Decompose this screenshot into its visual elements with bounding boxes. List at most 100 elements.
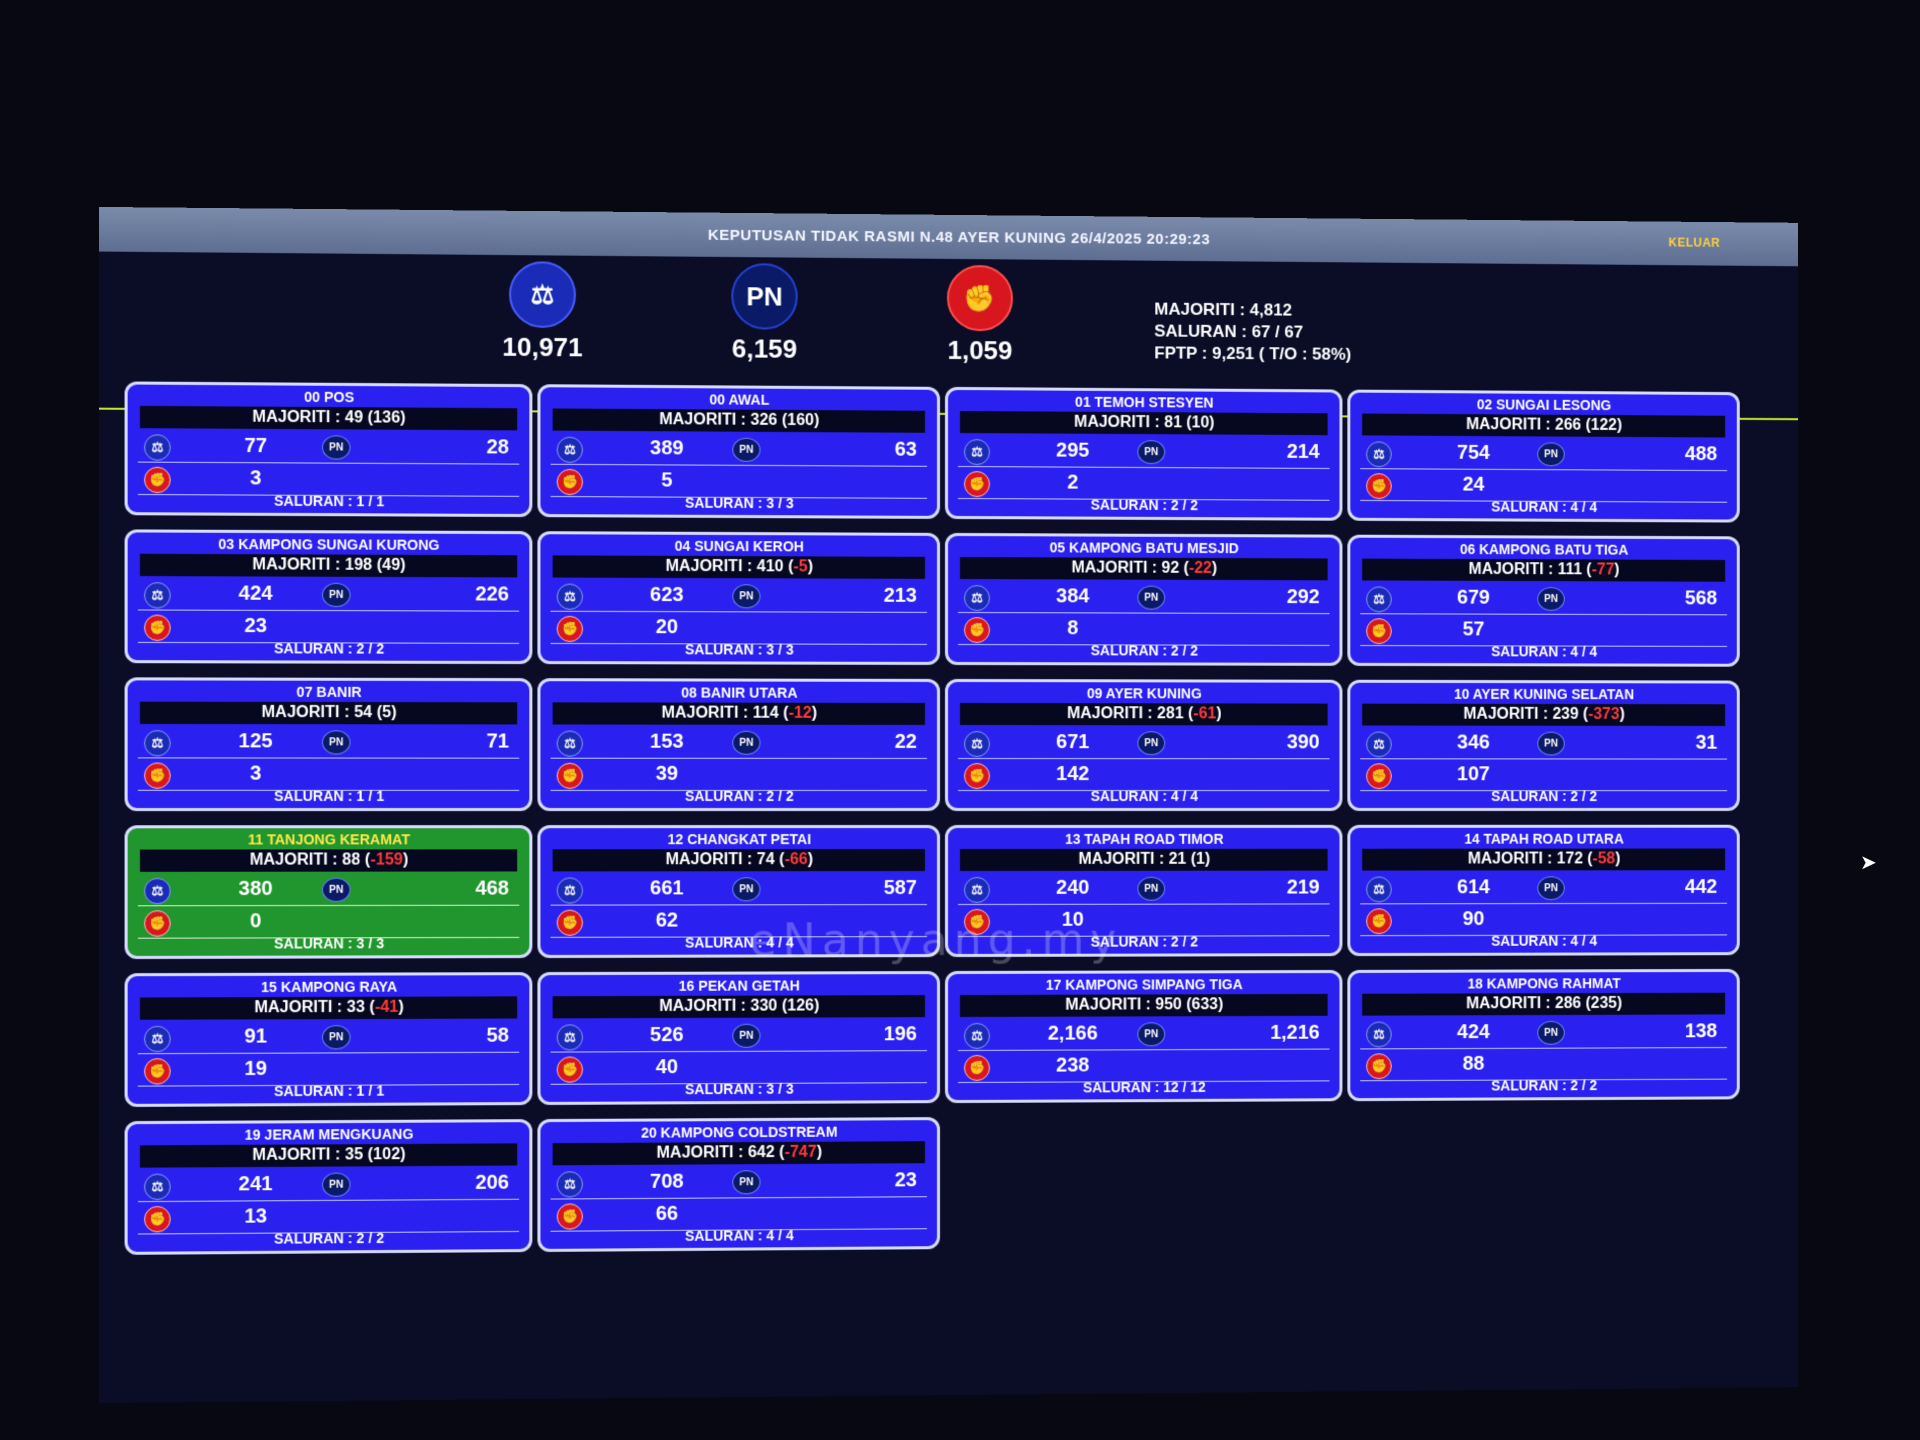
ph-votes: 526: [649, 1023, 684, 1047]
majority-close-paren: ): [816, 1143, 823, 1161]
station-card[interactable]: 04 SUNGAI KEROH MAJORITI : 410 (-5) ⚖ 623 PN…: [537, 531, 941, 665]
psm-votes: 142: [1056, 763, 1090, 786]
majority-change: 126: [787, 997, 815, 1015]
pn-icon: PN: [321, 1172, 351, 1197]
station-channels: SALURAN : 3 / 3: [273, 935, 385, 952]
pn-icon: PN: [1137, 876, 1166, 901]
station-channels: SALURAN : 2 / 2: [684, 787, 794, 804]
majority-change: -159: [370, 851, 403, 869]
majority-label: MAJORITI : 281 (: [1066, 705, 1194, 723]
majority-close-paren: ): [1211, 559, 1218, 577]
station-name: 18 KAMPONG RAHMAT: [1467, 975, 1621, 992]
fist-icon: ✊: [144, 1058, 171, 1085]
ph-votes: 424: [238, 582, 273, 605]
station-card[interactable]: 19 JERAM MENGKUANG MAJORITI : 35 (102) ⚖ 24…: [124, 1119, 533, 1255]
ph-pn-row: ⚖ 679 PN 568: [1360, 583, 1728, 616]
station-card[interactable]: 10 AYER KUNING SELATAN MAJORITI : 239 (-3…: [1347, 679, 1740, 811]
station-card[interactable]: 09 AYER KUNING MAJORITI : 281 (-61) ⚖ 671 PN…: [945, 678, 1343, 812]
majority-label: MAJORITI : 239 (: [1463, 705, 1589, 723]
pn-icon: PN: [1137, 1022, 1166, 1047]
station-majority: MAJORITI : 21 (1): [960, 848, 1328, 871]
station-card[interactable]: 14 TAPAH ROAD UTARA MAJORITI : 172 (-58) ⚖…: [1347, 824, 1740, 957]
station-channels: SALURAN : 4 / 4: [1491, 643, 1598, 660]
station-card[interactable]: 00 POS MAJORITI : 49 (136) ⚖ 77 PN 28 ✊ 3 SALURA…: [124, 381, 533, 518]
station-majority: MAJORITI : 81 (10): [960, 411, 1328, 436]
station-name: 00 POS: [304, 388, 355, 406]
fist-icon: ✊: [144, 466, 171, 494]
station-card[interactable]: 20 KAMPONG COLDSTREAM MAJORITI : 642 (-74…: [537, 1117, 941, 1252]
ph-votes: 679: [1457, 586, 1490, 609]
majority-close-paren: ): [400, 556, 406, 574]
ph-votes: 77: [244, 434, 268, 458]
psm-row: ✊ 142: [958, 759, 1330, 792]
station-majority: MAJORITI : 198 (49): [139, 553, 518, 578]
exit-button[interactable]: KELUAR: [1668, 235, 1721, 250]
majority-close-paren: ): [807, 558, 814, 576]
station-card[interactable]: 05 KAMPONG BATU MESJID MAJORITI : 92 (-22…: [945, 532, 1343, 666]
pn-icon: PN: [1537, 876, 1565, 901]
pn-votes: 206: [475, 1171, 510, 1194]
ph-votes: 295: [1056, 439, 1090, 462]
station-majority: MAJORITI : 92 (-22): [960, 557, 1328, 581]
pn-icon: PN: [321, 1025, 351, 1050]
ph-votes: 661: [649, 877, 684, 900]
watermark-text: eNanyang.my: [749, 914, 1123, 967]
fist-icon: ✊: [556, 615, 583, 643]
station-majority: MAJORITI : 326 (160): [552, 408, 926, 433]
pn-votes: 214: [1286, 440, 1320, 463]
ph-pn-row: ⚖ 2,166 PN 1,216: [958, 1018, 1330, 1052]
scales-icon: ⚖: [556, 436, 583, 463]
scales-icon: ⚖: [1366, 731, 1392, 758]
station-channels: SALURAN : 2 / 2: [273, 1229, 385, 1247]
station-name: 12 CHANGKAT PETAI: [667, 831, 812, 848]
station-majority: MAJORITI : 35 (102): [139, 1143, 518, 1168]
station-card[interactable]: 06 KAMPONG BATU TIGA MAJORITI : 111 (-77)…: [1347, 534, 1740, 667]
scales-icon: ⚖: [144, 1173, 171, 1201]
pn-icon: PN: [1537, 731, 1565, 756]
psm-votes: 23: [244, 614, 268, 638]
station-card[interactable]: 07 BANIR MAJORITI : 54 (5) ⚖ 125 PN 71 ✊ 3 SALUR…: [124, 677, 533, 812]
majority-close-paren: ): [398, 998, 404, 1016]
ph-votes: 2,166: [1047, 1022, 1098, 1045]
station-card[interactable]: 02 SUNGAI LESONG MAJORITI : 266 (122) ⚖ 754…: [1347, 389, 1740, 523]
scales-icon: ⚖: [144, 1025, 171, 1053]
fist-icon: ✊: [1366, 1053, 1392, 1080]
station-channels: SALURAN : 2 / 2: [273, 640, 385, 657]
ph-votes: 614: [1457, 876, 1490, 899]
pn-votes: 390: [1286, 731, 1320, 754]
fist-icon: ✊: [144, 1205, 171, 1233]
station-channels: SALURAN : 1 / 1: [273, 787, 385, 804]
station-channels: SALURAN : 4 / 4: [1491, 498, 1598, 515]
fist-icon: ✊: [963, 763, 990, 790]
station-majority: MAJORITI : 114 (-12): [552, 702, 926, 725]
station-majority: MAJORITI : 33 (-41): [139, 996, 518, 1020]
station-card[interactable]: 03 KAMPONG SUNGAI KURONG MAJORITI : 198 (…: [124, 529, 533, 665]
mouse-cursor-icon: ➤: [1860, 852, 1877, 874]
psm-votes: 24: [1462, 473, 1485, 496]
station-card[interactable]: 18 KAMPONG RAHMAT MAJORITI : 286 (235) ⚖ 42…: [1347, 968, 1740, 1102]
station-card[interactable]: 01 TEMOH STESYEN MAJORITI : 81 (10) ⚖ 295 PN…: [945, 386, 1343, 521]
ph-votes: 754: [1457, 441, 1490, 464]
majority-change: -66: [784, 851, 808, 869]
station-card[interactable]: 15 KAMPONG RAYA MAJORITI : 33 (-41) ⚖ 91 PN 5…: [124, 972, 533, 1107]
station-card[interactable]: 11 TANJONG KERAMAT MAJORITI : 88 (-159) ⚖ 3…: [124, 825, 533, 960]
station-name: 16 PEKAN GETAH: [678, 977, 800, 994]
majority-label: MAJORITI : 74 (: [665, 851, 785, 869]
station-card[interactable]: 16 PEKAN GETAH MAJORITI : 330 (126) ⚖ 526 PN…: [537, 971, 941, 1105]
ph-pn-row: ⚖ 623 PN 213: [550, 580, 928, 613]
pn-votes: 1,216: [1270, 1021, 1320, 1044]
scales-icon: ⚖: [556, 730, 583, 757]
scales-icon: ⚖: [1366, 441, 1392, 468]
station-card[interactable]: 00 AWAL MAJORITI : 326 (160) ⚖ 389 PN 63 ✊ 5 SAL…: [537, 384, 941, 519]
station-card[interactable]: 08 BANIR UTARA MAJORITI : 114 (-12) ⚖ 153 PN…: [537, 678, 941, 812]
station-majority: MAJORITI : 239 (-373): [1362, 703, 1726, 726]
station-name: 15 KAMPONG RAYA: [260, 978, 398, 996]
majority-change: -41: [374, 998, 399, 1016]
psm-row: ✊ 23: [137, 611, 520, 644]
pn-icon: PN: [732, 1023, 761, 1048]
fist-icon: ✊: [144, 910, 171, 937]
station-channels: SALURAN : 3 / 3: [684, 1080, 794, 1098]
majority-label: MAJORITI : 88 (: [249, 851, 371, 869]
psm-votes: 40: [655, 1056, 679, 1079]
station-card[interactable]: 17 KAMPONG SIMPANG TIGA MAJORITI : 950 (6…: [945, 969, 1343, 1104]
